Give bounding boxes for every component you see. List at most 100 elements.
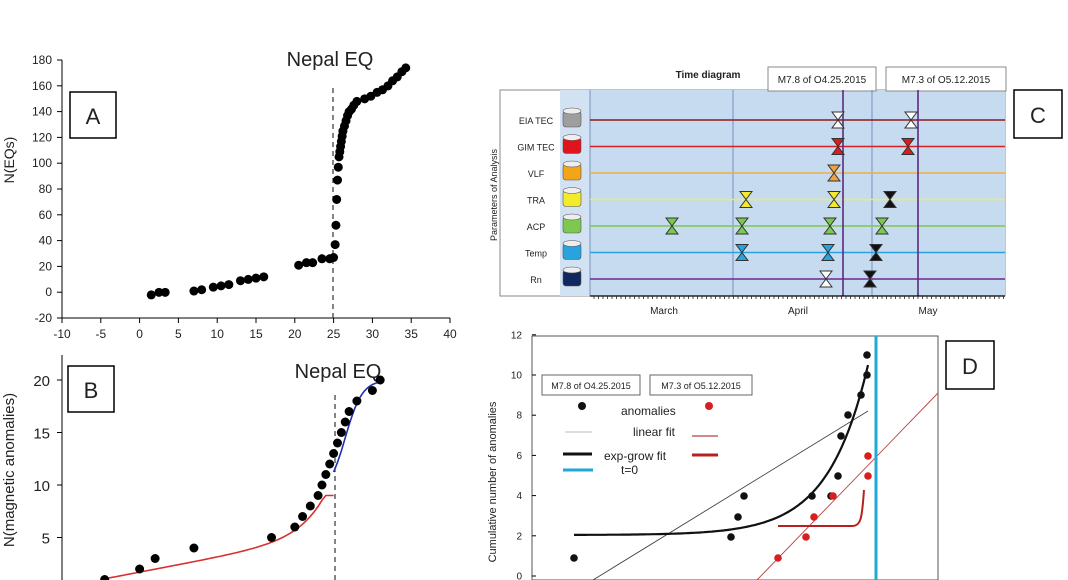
panel-d-ytick-label: 12 (511, 330, 523, 341)
panel-a-ytick-label: 40 (39, 234, 53, 248)
panel-c-hourglass-marker (821, 244, 835, 261)
panel-a-point (331, 220, 341, 230)
panel-a-point (160, 287, 170, 297)
panel-a-point (197, 285, 207, 295)
panel-a-ylabel: N(EQs) (1, 137, 17, 184)
panel-d-point-black (863, 351, 871, 359)
panel-a-xtick-label: -5 (95, 327, 106, 341)
panel-a-point (352, 96, 362, 106)
panel-d-point-black (734, 513, 742, 521)
panel-c-plot-bg (590, 90, 1005, 296)
panel-c-row-cylinder-top (562, 160, 582, 168)
panel-c-ylabel: Parameters of Analysis (489, 148, 499, 241)
panel-a: A Nepal EQ N(EQs) -200204060801001201401… (1, 49, 457, 341)
panel-a-point (154, 287, 164, 297)
panel-c-row-label: Temp (525, 249, 547, 259)
panel-a-title: Nepal EQ (287, 49, 374, 71)
panel-c-hourglass-marker (875, 217, 889, 235)
panel-a-xtick-label: 5 (175, 327, 182, 341)
panel-c-row-label: Rn (530, 275, 542, 285)
panel-a-ytick-label: 20 (39, 259, 53, 273)
panel-a-point (294, 260, 304, 270)
panel-c-hourglass-marker (823, 217, 837, 235)
panel-b-title: Nepal EQ (295, 361, 382, 383)
panel-d-exp-fit-red (778, 489, 865, 527)
panel-d-point-black (834, 472, 842, 480)
panel-c-hourglass-marker (883, 191, 897, 208)
panel-b-point (305, 501, 315, 511)
panel-a-ytick-label: -20 (35, 311, 53, 325)
panel-a-xtick-label: 25 (327, 327, 341, 341)
panel-d-box1 (541, 374, 641, 396)
panel-a-point (308, 258, 318, 268)
panel-c-box2-label: M7.3 of O5.12.2015 (902, 75, 991, 86)
panel-d-label-box (945, 340, 995, 390)
panel-b-ylabel: N(magnetic anomalies) (1, 393, 18, 547)
panel-b-point (332, 438, 342, 448)
panel-c-hourglass-marker (827, 191, 841, 208)
panel-d-linear-fit-black (592, 410, 869, 580)
panel-a-ytick-label: 80 (39, 182, 53, 196)
panel-b-point (344, 407, 354, 416)
panel-d-point-black (808, 492, 816, 500)
legend-exp: exp-grow fit (604, 449, 667, 463)
panel-c-hourglass-marker (901, 138, 915, 155)
panel-a-xtick-label: 40 (443, 327, 457, 341)
panel-a-point (259, 272, 269, 282)
panel-c-month-april: April (788, 306, 808, 317)
panel-c-row-cylinder-top (562, 107, 582, 115)
panel-a-xtick-label: 20 (288, 327, 302, 341)
panel-c-row-cylinder-top (562, 187, 582, 194)
panel-c-label-box (1013, 89, 1063, 139)
panel-c-title: Time diagram (676, 70, 741, 81)
panel-c-hourglass-marker (863, 270, 877, 288)
panel-d-ytick-label: 10 (511, 371, 523, 382)
panel-b-point (375, 375, 385, 385)
panel-d-point-black (844, 411, 852, 419)
panel-a-point (317, 254, 327, 264)
panel-c-row-label: VLF (528, 169, 545, 179)
panel-a-point (330, 240, 340, 250)
panel-c-row-cylinder-top (562, 240, 582, 247)
panel-a-point (332, 194, 342, 204)
panel-b-ytick-label: 10 (33, 478, 50, 495)
panel-b-blue-fit (332, 380, 385, 473)
panel-b-point (189, 543, 199, 553)
panel-d-point-red (774, 554, 782, 562)
legend-t0: t=0 (621, 463, 638, 477)
panel-d-point-black (740, 492, 748, 500)
panel-d-legend: anomalies linear fit exp-grow fit t=0 (563, 402, 718, 477)
panel-d-point-red (864, 472, 872, 480)
panel-a-xtick-label: 35 (405, 327, 419, 341)
panel-d: Cumulative number of anomalies 0 2 4 6 8 10 12… (487, 330, 995, 580)
panel-d-ytick-label: 2 (516, 531, 522, 542)
panel-a-ytick-label: 140 (32, 105, 52, 119)
panel-b-ytick-label: 15 (33, 426, 50, 443)
panel-a-point (251, 273, 261, 283)
panel-d-ytick-label: 6 (516, 451, 522, 462)
panel-c-row-cylinder-top (562, 213, 582, 221)
panel-b-point (267, 533, 277, 542)
panel-a-point (332, 175, 342, 185)
panel-d-point-red (829, 492, 837, 500)
panel-c-row-label: TRA (527, 196, 545, 206)
panel-d-ylabel: Cumulative number of anomalies (487, 401, 499, 562)
panel-b-point (150, 554, 160, 563)
panel-d-point-red (810, 513, 818, 521)
panel-a-xtick-label: -10 (53, 327, 71, 341)
panel-c-box1-label: M7.8 of O4.25.2015 (778, 75, 867, 86)
panel-b-point (352, 396, 362, 406)
panel-a-point (333, 162, 343, 172)
panel-a-ytick-label: 160 (32, 79, 52, 93)
panel-d-label: D (962, 354, 978, 379)
panel-d-ytick-label: 0 (516, 572, 522, 580)
panel-a-point (208, 282, 218, 292)
panel-c: Time diagram M7.8 of O4.25.2015 M7.3 of … (489, 66, 1063, 317)
panel-a-point (329, 253, 339, 262)
panel-c-hourglass-marker (869, 244, 883, 261)
panel-c-row-label: EIA TEC (519, 116, 554, 126)
panel-c-month-march: March (650, 306, 678, 317)
panel-c-month-may: May (919, 306, 938, 317)
panel-a-xtick-label: 10 (211, 327, 225, 341)
